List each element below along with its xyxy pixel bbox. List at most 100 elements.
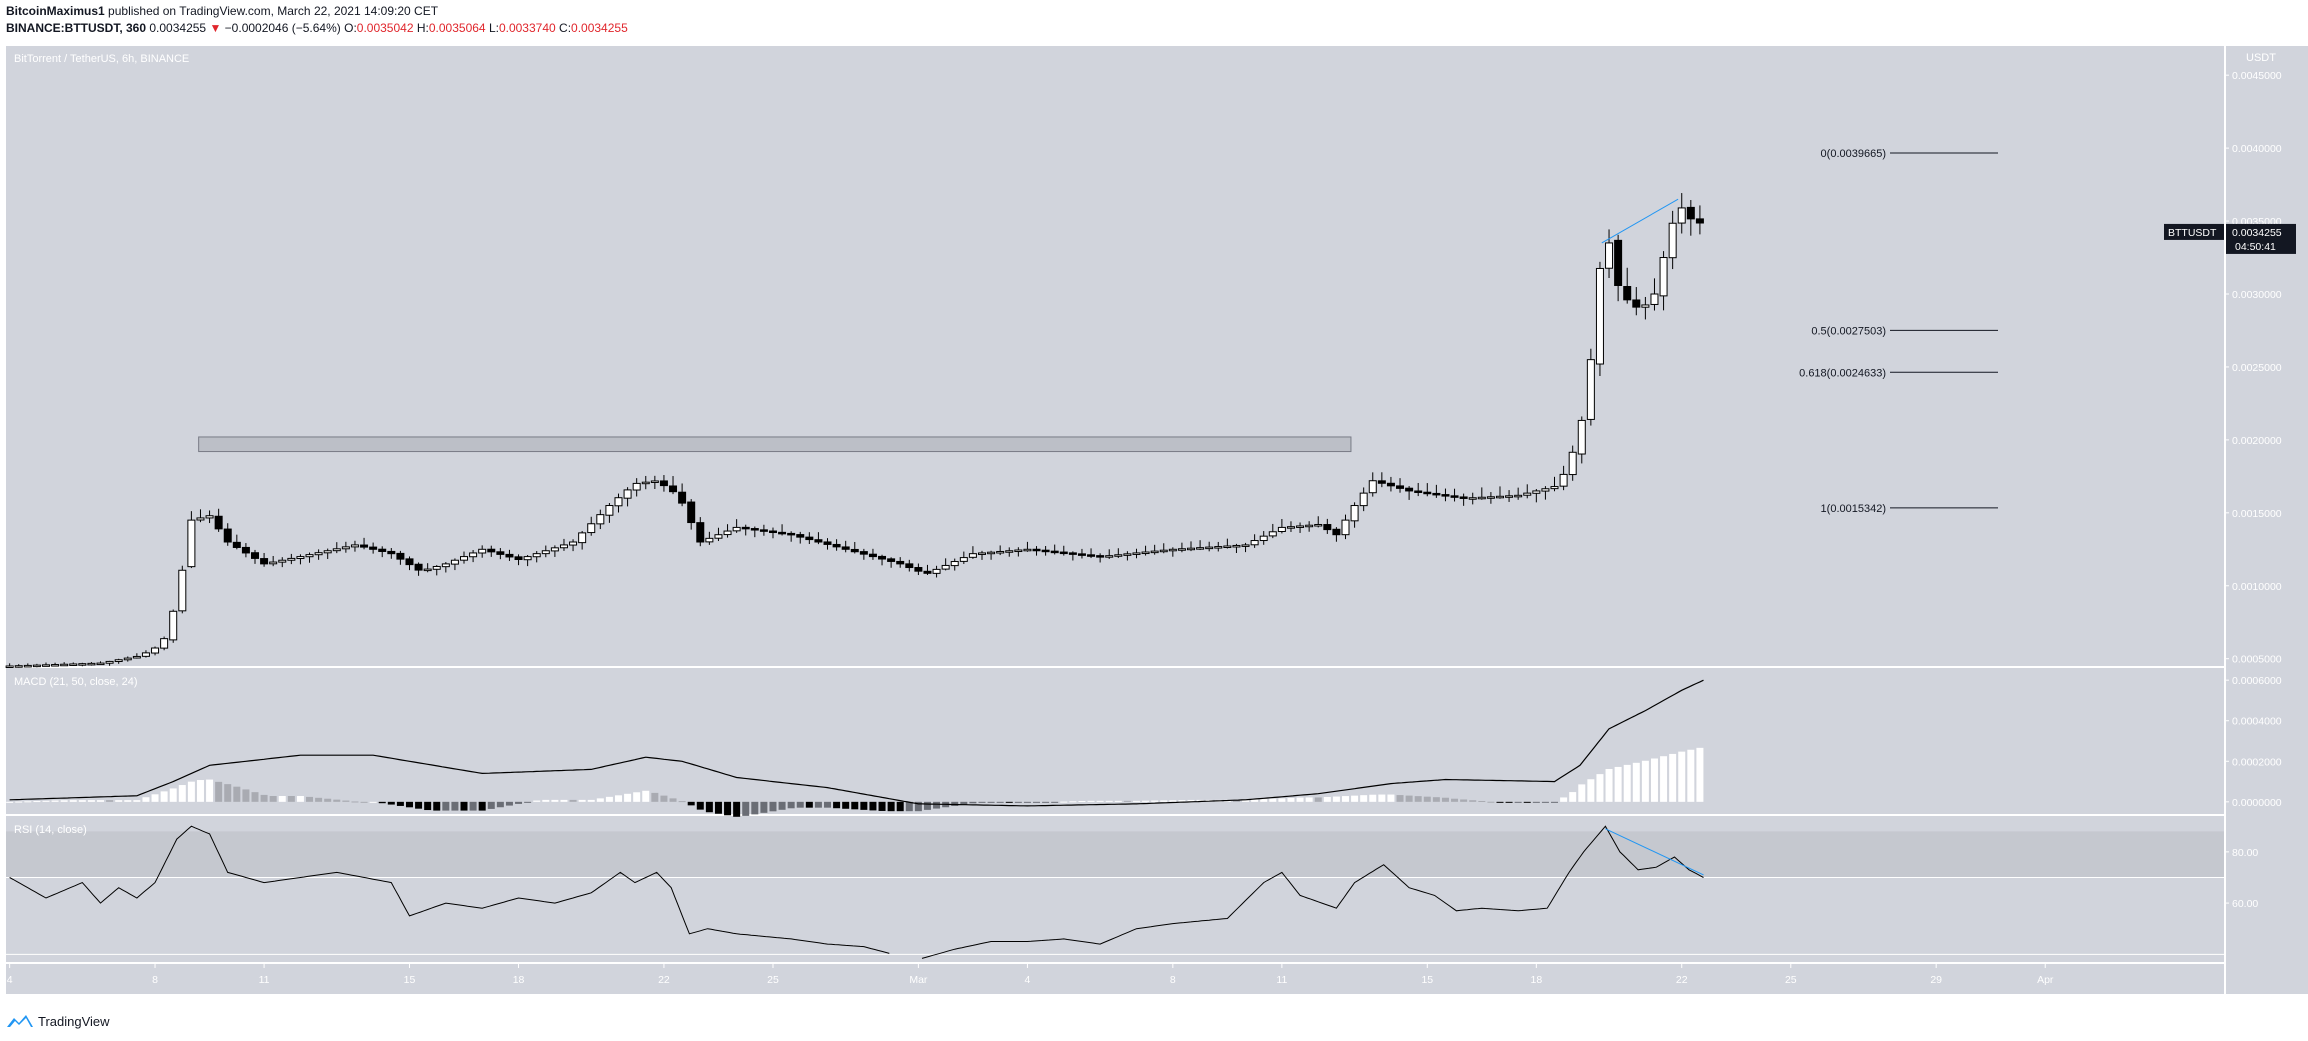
macd-histogram-bar [1551,801,1559,803]
macd-histogram-bar [260,794,268,802]
macd-histogram-bar [6,801,14,803]
macd-histogram-bar [687,801,695,806]
candle [669,485,678,493]
candle [460,556,469,561]
macd-histogram-bar [51,800,59,802]
macd-histogram-bar [724,801,732,816]
time-tick-label: 4 [1025,974,1031,986]
candle [1041,549,1050,553]
macd-histogram-bar [505,801,513,806]
bar-countdown: 04:50:41 [2235,241,2276,253]
macd-histogram-bar [342,800,350,802]
candle [814,539,823,543]
macd-histogram-bar [133,800,141,802]
candle [423,568,432,572]
tradingview-logo-icon [7,1015,33,1027]
footer-brand[interactable]: TradingView [38,1013,110,1029]
candle [1668,222,1677,259]
candle [623,489,632,499]
macd-histogram-bar [1160,800,1168,802]
candle [1568,451,1577,476]
macd-histogram-bar [1378,794,1386,802]
macd-histogram-bar [833,801,841,809]
candle [1268,531,1277,537]
macd-histogram-bar [869,801,877,811]
macd-histogram-bar [1514,801,1522,803]
candle [1096,555,1105,558]
candle [578,532,587,544]
macd-histogram-bar [196,780,204,802]
candle [914,567,923,572]
macd-histogram-bar [805,801,813,808]
macd-histogram-bar [1060,801,1068,803]
candle [151,647,160,654]
macd-histogram-bar [424,801,432,811]
macd-histogram-bar [705,801,713,813]
publish-info: BitcoinMaximus1 published on TradingView… [6,4,438,18]
candle [1232,544,1241,548]
candle [1386,482,1395,487]
macd-histogram-bar [97,800,105,802]
candle [1477,496,1486,500]
macd-histogram-bar [842,801,850,809]
candle [841,546,850,550]
chart-area[interactable]: BitTorrent / TetherUS, 6h, BINANCE USDT 0.… [0,44,2308,1006]
macd-histogram-bar [1532,801,1540,803]
price-axis-unit: USDT [2246,52,2276,64]
macd-histogram-bar [1696,747,1704,802]
candle [260,558,269,565]
macd-histogram-bar [1132,800,1140,802]
candle [559,544,568,549]
candle [1159,549,1168,553]
macd-histogram-bar [669,798,677,802]
candle [868,553,877,558]
candle [1523,492,1532,496]
macd-histogram-bar [187,781,195,802]
candle [1486,496,1495,499]
candle [287,557,296,561]
candle [805,536,814,541]
macd-histogram-bar [1296,797,1304,802]
time-tick-label: 15 [1421,974,1433,986]
macd-histogram-bar [233,786,241,802]
macd-histogram-bar [1460,799,1468,802]
macd-histogram-bar [733,801,741,817]
time-tick-label: 18 [1530,974,1542,986]
price-tick-label: 0.0040000 [2232,143,2282,155]
candle [1441,494,1450,497]
candle [369,546,378,550]
macd-histogram-bar [851,801,859,810]
rsi-line [9,825,1704,959]
macd-histogram-bar [751,801,759,815]
time-tick-label: 22 [658,974,670,986]
candle [1205,546,1214,550]
price-pane [6,46,2224,666]
candle [1196,547,1205,550]
candle [932,568,941,574]
macd-histogram-bar [87,800,95,802]
author-name[interactable]: BitcoinMaximus1 [6,4,105,18]
macd-histogram-bar [742,801,750,816]
candle [32,664,41,668]
candle [569,541,578,546]
macd-histogram-bar [1278,798,1286,802]
candle [1105,555,1114,558]
candle [787,532,796,536]
macd-histogram-bar [106,800,114,802]
candle [1659,257,1668,297]
candle [1068,552,1077,555]
fib-level-label: 0.5(0.0027503) [1811,325,1886,337]
macd-histogram-bar [242,789,250,802]
macd-histogram-bar [78,800,86,802]
macd-histogram-bar [296,795,304,802]
macd-histogram-bar [1669,753,1677,802]
macd-histogram-bar [960,801,968,805]
candle [160,638,169,649]
candle [632,482,641,491]
macd-histogram-bar [1360,795,1368,802]
candle [1405,487,1414,492]
macd-tick-label: 0.0002000 [2232,756,2282,768]
macd-histogram-bar [42,800,50,802]
candle [696,522,705,543]
candle [659,480,668,487]
